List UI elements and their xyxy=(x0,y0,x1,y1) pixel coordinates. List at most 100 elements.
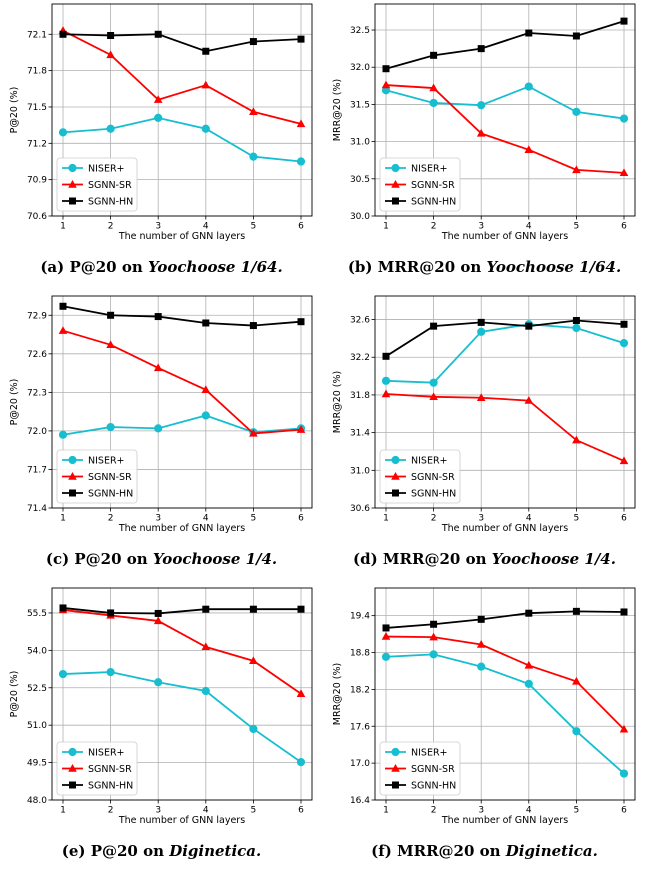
data-point xyxy=(107,311,115,319)
x-tick-label: 2 xyxy=(108,222,114,232)
x-tick-label: 3 xyxy=(155,806,161,816)
x-tick-label: 1 xyxy=(60,806,66,816)
series-sgnn-sr xyxy=(381,389,629,465)
data-point xyxy=(154,609,162,617)
legend-swatch-marker xyxy=(391,180,400,188)
data-point xyxy=(619,339,629,348)
series-niser- xyxy=(58,113,306,166)
data-point xyxy=(572,727,581,736)
legend-label: NISER+ xyxy=(411,455,448,466)
y-tick-label: 30.5 xyxy=(350,175,370,185)
data-point xyxy=(154,30,162,38)
data-point xyxy=(619,114,629,123)
x-tick-label: 3 xyxy=(155,222,161,232)
plot-frame xyxy=(374,587,636,801)
data-point xyxy=(619,168,629,177)
caption-d: (d) MRR@20 on Yoochoose 1/4. xyxy=(323,550,646,568)
legend-box xyxy=(56,157,138,212)
chart-panel-f: 16.4 17.0 17.6 18.2 18.8 19.4 1 2 3 4 5 6 The number… xyxy=(323,584,646,876)
data-point xyxy=(296,119,306,128)
legend-label: SGNN-HN xyxy=(88,196,133,207)
x-tick-label: 6 xyxy=(621,222,627,232)
series-line xyxy=(62,414,302,436)
data-point xyxy=(201,411,210,420)
legend-swatch-marker xyxy=(68,747,77,757)
data-point xyxy=(107,31,115,39)
legend-label: NISER+ xyxy=(88,747,125,758)
plot-frame xyxy=(374,295,636,509)
x-tick-label: 6 xyxy=(298,806,304,816)
data-point xyxy=(477,45,485,53)
data-point xyxy=(59,302,67,310)
series-line xyxy=(385,610,625,629)
legend-label: SGNN-SR xyxy=(411,764,455,775)
plot-frame xyxy=(374,3,636,217)
y-tick-label: 17.6 xyxy=(350,722,370,732)
chart-panel-e: 48.0 49.5 51.0 52.5 54.0 55.5 1 2 3 4 5 6 The number… xyxy=(0,584,323,876)
data-point xyxy=(58,430,68,439)
data-point xyxy=(572,107,581,116)
x-tick-label: 2 xyxy=(431,222,437,232)
data-point xyxy=(572,32,580,40)
series-niser- xyxy=(381,650,629,778)
legend-label: SGNN-HN xyxy=(411,780,456,791)
legend-swatch-marker xyxy=(69,489,76,497)
data-point xyxy=(525,29,533,37)
legend-box xyxy=(379,449,461,504)
y-tick-label: 31.4 xyxy=(350,429,370,439)
caption-dataset: Yoochoose 1/4. xyxy=(491,550,616,568)
legend-box xyxy=(56,449,138,504)
legend-swatch-marker xyxy=(68,764,77,772)
y-tick-label: 55.5 xyxy=(27,609,47,619)
data-point xyxy=(249,322,257,330)
y-tick-label: 71.8 xyxy=(27,67,47,77)
chart-d: 30.6 31.0 31.4 31.8 32.2 32.6 1 2 3 4 5 6 The number… xyxy=(332,295,636,534)
legend: NISER+ SGNN-SR SGNN-HN xyxy=(379,741,461,796)
legend: NISER+ SGNN-SR SGNN-HN xyxy=(379,449,461,504)
x-tick-label: 6 xyxy=(298,222,304,232)
y-tick-label: 48.0 xyxy=(27,796,47,806)
data-point xyxy=(619,724,629,733)
legend-label: SGNN-HN xyxy=(411,196,456,207)
x-tick-label: 6 xyxy=(621,806,627,816)
data-point xyxy=(430,51,438,59)
data-point xyxy=(154,113,163,122)
data-point xyxy=(202,47,210,55)
series-niser- xyxy=(58,667,306,767)
data-point xyxy=(429,378,438,387)
y-tick-label: 72.0 xyxy=(27,427,47,437)
data-point xyxy=(107,609,115,617)
legend-box xyxy=(379,157,461,212)
series-niser- xyxy=(381,82,629,123)
data-point xyxy=(524,82,533,91)
caption-dataset: Diginetica. xyxy=(169,842,262,860)
data-point xyxy=(477,318,485,326)
y-tick-label: 49.5 xyxy=(27,759,47,769)
caption-dataset: Diginetica. xyxy=(505,842,598,860)
data-point xyxy=(153,616,163,625)
data-point xyxy=(572,435,581,444)
data-point xyxy=(201,124,210,133)
chart-panel-d: 30.6 31.0 31.4 31.8 32.2 32.6 1 2 3 4 5 6 The number… xyxy=(323,292,646,584)
data-point xyxy=(297,318,305,326)
series-sgnn-hn xyxy=(382,17,628,73)
y-tick-label: 32.6 xyxy=(350,316,370,326)
x-tick-label: 6 xyxy=(298,514,304,524)
data-point xyxy=(381,652,391,661)
x-tick-label: 1 xyxy=(383,806,389,816)
data-point xyxy=(620,320,628,328)
x-tick-label: 1 xyxy=(383,222,389,232)
x-tick-label: 4 xyxy=(203,222,209,232)
series-line xyxy=(62,33,302,53)
data-point xyxy=(297,605,305,613)
data-point xyxy=(382,624,390,632)
x-tick-label: 3 xyxy=(155,514,161,524)
caption-prefix: (c) P@20 on xyxy=(45,550,153,568)
legend-swatch-marker xyxy=(69,781,76,789)
y-tick-label: 31.8 xyxy=(350,391,370,401)
series-sgnn-hn xyxy=(382,607,628,632)
caption-prefix: (e) P@20 on xyxy=(61,842,170,860)
series-line xyxy=(385,393,625,462)
y-tick-label: 31.5 xyxy=(350,100,370,110)
y-axis-label: MRR@20 (%) xyxy=(332,371,343,433)
